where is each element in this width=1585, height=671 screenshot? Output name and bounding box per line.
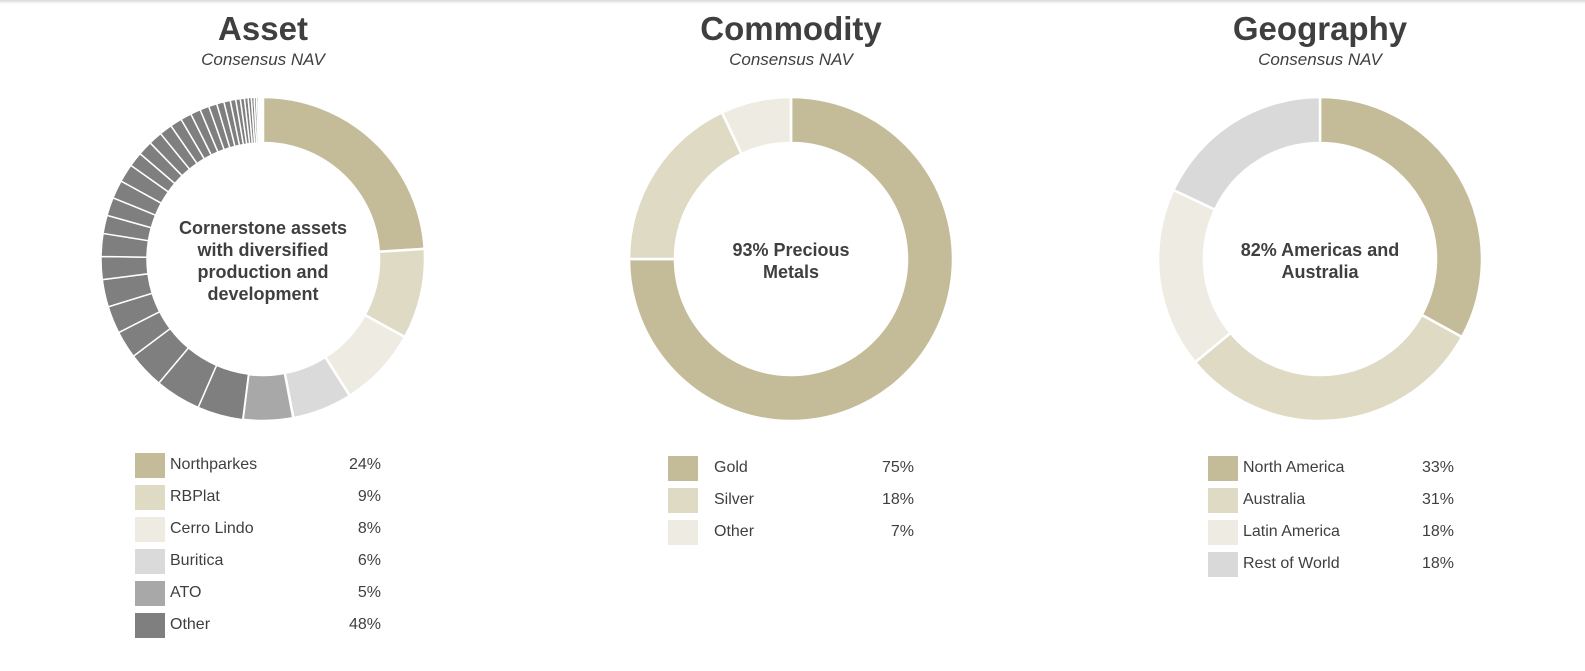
legend-item-silver: Silver 18% bbox=[668, 488, 914, 520]
legend-swatch bbox=[135, 581, 165, 606]
legend-swatch bbox=[668, 520, 698, 545]
legend-value: 8% bbox=[357, 520, 381, 537]
legend-value: 7% bbox=[890, 523, 914, 540]
legend-swatch bbox=[1208, 552, 1238, 577]
legend-label: North America bbox=[1243, 459, 1345, 476]
legend-item-north-america: North America 33% bbox=[1208, 456, 1454, 488]
legend-label: ATO bbox=[170, 584, 202, 601]
slice-latin-america bbox=[1156, 188, 1233, 365]
slice-north-america bbox=[1318, 95, 1484, 339]
legend-label: Latin America bbox=[1243, 523, 1340, 540]
commodity-donut-chart bbox=[627, 95, 955, 423]
legend-value: 24% bbox=[348, 456, 381, 473]
legend-item-rbplat: RBPlat 9% bbox=[135, 485, 381, 517]
geography-legend: North America 33% Australia 31% Latin Americ… bbox=[1208, 456, 1454, 584]
legend-value: 6% bbox=[357, 552, 381, 569]
legend-label: RBPlat bbox=[170, 488, 220, 505]
legend-item-australia: Australia 31% bbox=[1208, 488, 1454, 520]
chart-center-text: 93% Precious Metals bbox=[732, 240, 850, 282]
legend-label: Buritica bbox=[170, 552, 224, 569]
legend-swatch bbox=[1208, 488, 1238, 513]
legend-label: Rest of World bbox=[1243, 555, 1340, 572]
legend-item-rest-of-world: Rest of World 18% bbox=[1208, 552, 1454, 584]
legend-value: 31% bbox=[1421, 491, 1454, 508]
chart-title: Geography bbox=[1232, 10, 1408, 47]
legend-swatch bbox=[668, 456, 698, 481]
legend-item-ato: ATO 5% bbox=[135, 581, 381, 613]
legend-swatch bbox=[135, 549, 165, 574]
asset-donut-chart bbox=[100, 95, 427, 423]
chart-title: Commodity bbox=[700, 10, 882, 47]
legend-value: 48% bbox=[348, 616, 381, 633]
legend-swatch bbox=[135, 517, 165, 542]
chart-subtitle: Consensus NAV bbox=[1258, 50, 1382, 69]
asset-panel: Asset Consensus NAV Cornerstone assets w… bbox=[100, 0, 427, 671]
legend-label: Gold bbox=[714, 459, 748, 476]
slice-other bbox=[720, 95, 793, 156]
legend-value: 33% bbox=[1421, 459, 1454, 476]
commodity-legend: Gold 75% Silver 18% Other 7% bbox=[668, 456, 914, 552]
legend-value: 18% bbox=[881, 491, 914, 508]
slice-australia bbox=[1193, 313, 1464, 423]
slice-rest-of-world bbox=[1171, 95, 1322, 212]
legend-swatch bbox=[668, 488, 698, 513]
commodity-panel: Commodity Consensus NAV 93% Precious Met… bbox=[627, 0, 955, 671]
legend-label: Australia bbox=[1243, 491, 1306, 508]
slice-other-part bbox=[261, 96, 264, 144]
legend-item-cerro-lindo: Cerro Lindo 8% bbox=[135, 517, 381, 549]
legend-value: 18% bbox=[1421, 523, 1454, 540]
legend-value: 5% bbox=[357, 584, 381, 601]
chart-subtitle: Consensus NAV bbox=[729, 50, 853, 69]
legend-item-latin-america: Latin America 18% bbox=[1208, 520, 1454, 552]
legend-item-buritica: Buritica 6% bbox=[135, 549, 381, 581]
legend-item-other: Other 7% bbox=[668, 520, 914, 552]
legend-value: 9% bbox=[357, 488, 381, 505]
legend-label: Cerro Lindo bbox=[170, 520, 254, 537]
slice-ato bbox=[241, 371, 295, 423]
legend-swatch bbox=[1208, 520, 1238, 545]
legend-item-northparkes: Northparkes 24% bbox=[135, 453, 381, 485]
chart-center-text: 82% Americas and Australia bbox=[1240, 240, 1400, 282]
legend-value: 18% bbox=[1421, 555, 1454, 572]
chart-title: Asset bbox=[218, 10, 308, 47]
chart-subtitle: Consensus NAV bbox=[201, 50, 325, 69]
asset-legend: Northparkes 24% RBPlat 9% Cerro Lindo 8% Burit… bbox=[135, 453, 381, 645]
chart-center-text: Cornerstone assets with diversified prod… bbox=[178, 218, 348, 304]
legend-swatch bbox=[1208, 456, 1238, 481]
legend-item-other: Other 48% bbox=[135, 613, 381, 645]
slice-gold bbox=[627, 95, 955, 423]
legend-swatch bbox=[135, 453, 165, 478]
legend-label: Other bbox=[170, 616, 211, 633]
legend-item-gold: Gold 75% bbox=[668, 456, 914, 488]
legend-swatch bbox=[135, 613, 165, 638]
legend-label: Silver bbox=[714, 491, 755, 508]
legend-swatch bbox=[135, 485, 165, 510]
legend-label: Northparkes bbox=[170, 456, 258, 473]
geography-donut-chart bbox=[1156, 95, 1484, 423]
top-shade bbox=[0, 0, 1585, 4]
legend-value: 75% bbox=[881, 459, 914, 476]
legend-label: Other bbox=[714, 523, 755, 540]
geography-panel: Geography Consensus NAV 82% Americas and… bbox=[1156, 0, 1484, 671]
